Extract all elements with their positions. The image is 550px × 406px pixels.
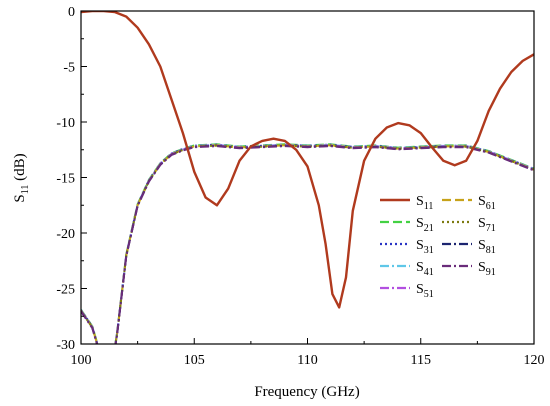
y-tick-label: -5 [63, 61, 75, 76]
series-line-s11 [81, 11, 534, 309]
plot-frame [80, 10, 535, 345]
legend-label-s41: S41 [416, 260, 434, 278]
x-tick-label: 105 [184, 353, 205, 368]
y-tick-label: -30 [56, 338, 75, 353]
y-tick-label: -20 [56, 227, 75, 242]
svg-text:S11 (dB): S11 (dB) [12, 153, 31, 202]
y-tick-label: -10 [56, 116, 75, 131]
series-line-s91 [81, 145, 534, 344]
legend: S11 S21 S31 S41 S51 S61 S71 S81 S91 [380, 194, 496, 300]
legend-label-s51: S51 [416, 282, 434, 300]
y-tick-label: 0 [68, 5, 75, 20]
series-line-s71 [81, 144, 534, 344]
x-axis: 100 105 110 115 120 [71, 338, 545, 368]
x-tick-label: 100 [71, 353, 92, 368]
y-tick-label: -15 [56, 172, 75, 187]
x-tick-label: 120 [524, 353, 545, 368]
legend-label-s91: S91 [478, 260, 496, 278]
x-tick-label: 115 [411, 353, 431, 368]
x-axis-label: Frequency (GHz) [254, 384, 359, 400]
legend-label-s81: S81 [478, 238, 496, 256]
plot-curves [81, 11, 534, 344]
legend-label-s11: S11 [416, 194, 433, 212]
legend-label-s61: S61 [478, 194, 496, 212]
legend-label-s71: S71 [478, 216, 496, 234]
x-tick-label: 110 [297, 353, 317, 368]
legend-label-s21: S21 [416, 216, 434, 234]
y-axis: 0 -5 -10 -15 -20 -25 -30 [56, 5, 87, 353]
y-tick-label: -25 [56, 283, 75, 298]
y-axis-label: S11 (dB) [12, 153, 31, 202]
legend-label-s31: S31 [416, 238, 434, 256]
